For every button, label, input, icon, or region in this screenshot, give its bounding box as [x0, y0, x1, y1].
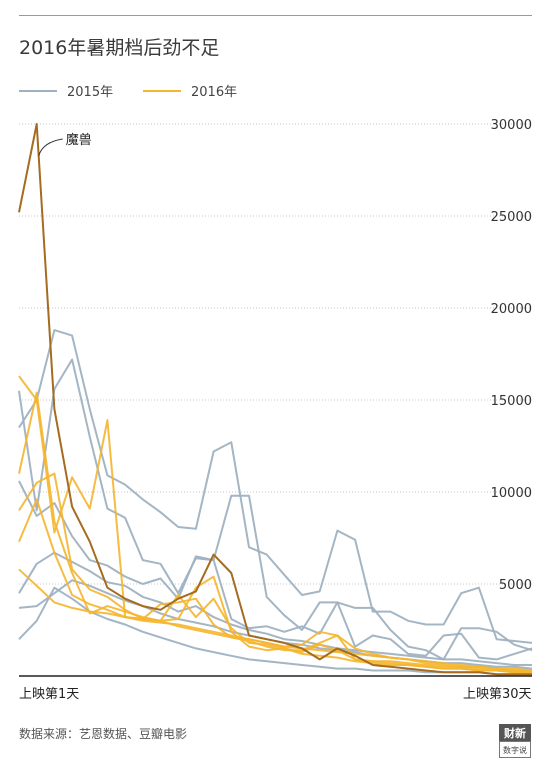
series-line-2016-1 [18, 375, 532, 672]
logo-line1: 财新 [503, 726, 526, 740]
logo-line2: 数字说 [503, 745, 527, 755]
series-group-2015 [18, 329, 533, 676]
annotation: 魔兽 [38, 133, 92, 157]
x-start-label: 上映第1天 [19, 687, 80, 702]
series-line-2015-2 [18, 358, 533, 661]
series-line-2015-1 [18, 329, 533, 644]
y-tick-label-15000: 15000 [491, 394, 532, 409]
top-rule [19, 15, 532, 16]
y-tick-labels: 5000 10000 15000 20000 25000 30000 [491, 118, 532, 593]
y-tick-label-20000: 20000 [491, 302, 532, 317]
series-line-2015-6 [18, 586, 532, 676]
line-chart: 5000 10000 15000 20000 25000 30000 魔兽 [18, 118, 533, 677]
annotation-label: 魔兽 [66, 133, 92, 148]
series-line-highlight [18, 123, 532, 676]
y-tick-label-5000: 5000 [499, 578, 532, 593]
legend-swatch-2016 [143, 90, 181, 92]
y-tick-label-25000: 25000 [491, 210, 532, 225]
grid-lines [19, 123, 532, 585]
series-group-2016 [18, 375, 533, 674]
series-line-2015-3 [18, 480, 533, 661]
logo-top-block [499, 724, 531, 741]
series-line-2015-5 [18, 579, 533, 670]
source-note: 数据来源：艺恩数据、豆瓣电影 [19, 727, 188, 741]
annotation-leader [38, 138, 63, 157]
series-line-2016-3 [18, 472, 532, 674]
chart-title: 2016年暑期档后劲不足 [19, 37, 220, 59]
series-line-2016-5 [18, 568, 533, 672]
legend-swatch-2015 [19, 90, 57, 92]
y-tick-label-10000: 10000 [491, 486, 532, 501]
series-group-highlight [18, 123, 532, 676]
x-end-label: 上映第30天 [463, 687, 532, 702]
y-tick-label-30000: 30000 [491, 118, 532, 133]
caixin-logo: 财新 数字说 [499, 724, 531, 758]
legend-label-2015: 2015年 [67, 85, 114, 100]
logo-bottom-block [499, 741, 531, 758]
legend-label-2016: 2016年 [191, 85, 238, 100]
